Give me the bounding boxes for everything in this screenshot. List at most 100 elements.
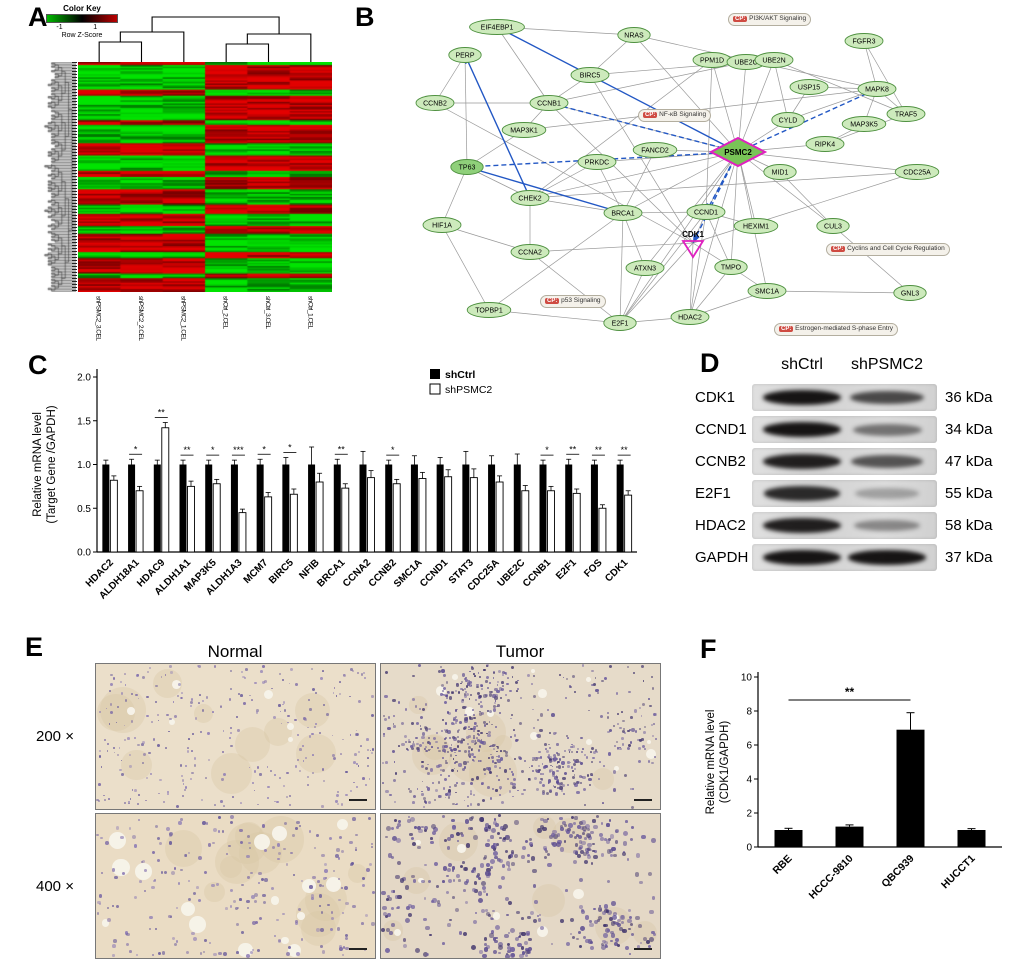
svg-text:CCNB1: CCNB1 [537, 101, 561, 108]
blot-kda-label: 37 kDa [945, 549, 993, 566]
panel-d-westernblot: shCtrl shPSMC2 CDK1 36 kDa CCND1 34 kDa CCNB… [695, 354, 1020, 594]
blot-band [850, 455, 924, 468]
network-node-brca1: BRCA1 [603, 205, 643, 221]
blot-strip [752, 448, 937, 475]
svg-text:GNL3: GNL3 [901, 291, 919, 298]
svg-text:UBE2C: UBE2C [734, 60, 757, 67]
svg-text:RIPK4: RIPK4 [815, 142, 835, 149]
bar-shctrl-CDC25A [488, 464, 496, 552]
blot-band [762, 422, 842, 437]
bar-shctrl-MCM7 [256, 464, 264, 552]
svg-text:HIF1A: HIF1A [432, 223, 452, 230]
svg-text:UBE2N: UBE2N [762, 58, 785, 65]
svg-text:HEXIM1: HEXIM1 [743, 224, 769, 231]
svg-text:**: ** [183, 445, 191, 455]
network-node-prkdc: PRKDC [577, 154, 617, 170]
pathway-label: p53 Signaling [559, 297, 601, 304]
scale-bar [349, 799, 367, 801]
pathway-badge: CP: Cyclins and Cell Cycle Regulation [826, 243, 950, 256]
svg-text:USP15: USP15 [798, 85, 820, 92]
panel-c-label: C [28, 350, 48, 380]
network-node-gnl3: GNL3 [893, 285, 927, 301]
network-node-ccnd1: CCND1 [686, 204, 726, 220]
svg-text:MAP3K5: MAP3K5 [850, 122, 878, 129]
pathway-label: Estrogen-mediated S-phase Entry [793, 325, 894, 332]
svg-text:**: ** [621, 445, 629, 455]
svg-text:CYLD: CYLD [779, 118, 798, 125]
network-node-psmc2: PSMC2 [708, 136, 768, 168]
blot-kda-label: 36 kDa [945, 389, 993, 406]
svg-text:SMC1A: SMC1A [755, 289, 779, 296]
network-node-e2f1: E2F1 [603, 315, 637, 331]
svg-text:**: ** [569, 444, 577, 454]
bar-shpsmc2-HDAC2 [109, 479, 118, 553]
blot-row-hdac2: HDAC2 58 kDa [695, 512, 1020, 540]
blot-gene-label: CCND1 [695, 421, 747, 438]
bar-shpsmc2-CCNB1 [547, 490, 555, 553]
blot-column-shpsmc2: shPSMC2 [850, 356, 924, 373]
svg-text:(Target Gene /GAPDH): (Target Gene /GAPDH) [46, 405, 58, 523]
bar-shctrl-STAT3 [462, 464, 470, 552]
svg-text:CCNB1: CCNB1 [521, 557, 553, 589]
svg-text:8: 8 [746, 707, 752, 718]
svg-text:CCNB2: CCNB2 [423, 101, 447, 108]
svg-text:CUL3: CUL3 [824, 224, 842, 231]
svg-text:shPSMC2: shPSMC2 [445, 384, 492, 396]
sample-label: shCtrl_1.CEL [306, 296, 314, 329]
svg-text:SMC1A: SMC1A [392, 557, 425, 590]
bar-shpsmc2-CCNA2 [367, 477, 375, 553]
svg-text:MAP3K1: MAP3K1 [510, 128, 538, 135]
network-node-hdac2: HDAC2 [670, 309, 710, 325]
bar-HCCC-9810 [835, 826, 864, 847]
svg-text:**: ** [595, 445, 603, 455]
svg-text:CCND1: CCND1 [418, 557, 450, 589]
bar-shpsmc2-CCNB2 [392, 483, 401, 553]
bar-shpsmc2-STAT3 [469, 477, 478, 553]
svg-text:CDK1: CDK1 [603, 557, 630, 584]
network-node-hif1a: HIF1A [422, 217, 462, 233]
bar-shctrl-CCNB1 [539, 464, 547, 552]
ihc-image-tumor-400x [380, 813, 661, 959]
svg-text:*: * [391, 445, 395, 455]
panel-b-network: EIF4EBP1 PERP NRAS PPM1D UBE2C UBE2N FGFR3 USP1… [360, 5, 1020, 350]
svg-text:*: * [545, 445, 549, 455]
svg-text:CDC25A: CDC25A [903, 170, 931, 177]
svg-text:**: ** [338, 444, 346, 454]
blot-column-shctrl: shCtrl [781, 356, 823, 373]
svg-text:TMPO: TMPO [721, 265, 742, 272]
bar-HUCCT1 [957, 830, 986, 847]
svg-text:TRAF5: TRAF5 [895, 112, 917, 119]
network-node-ripk4: RIPK4 [805, 136, 845, 152]
ihc-image-tumor-200x [380, 663, 661, 810]
bar-shctrl-CCNB2 [385, 464, 393, 552]
cp-tag: CP: [733, 16, 748, 22]
bar-shctrl-ALDH1A3 [230, 464, 238, 552]
svg-text:FANCD2: FANCD2 [641, 148, 669, 155]
network-node-eif4ebp1: EIF4EBP1 [469, 19, 525, 35]
sample-label: shCtrl_3.CEL [264, 296, 271, 329]
blot-band [762, 390, 842, 405]
svg-text:**: ** [158, 408, 166, 418]
network-node-ccnb1: CCNB1 [529, 95, 569, 111]
heatmap [78, 62, 332, 292]
network-node-birc5: BIRC5 [570, 67, 610, 83]
blot-row-ccnb2: CCNB2 47 kDa [695, 448, 1020, 476]
pathway-badge: CP: Estrogen-mediated S-phase Entry [774, 323, 899, 336]
blot-strip [752, 416, 937, 443]
network-node-ube2n: UBE2N [754, 52, 794, 68]
ihc-image-normal-400x [95, 813, 376, 959]
network-node-smc1a: SMC1A [747, 283, 787, 299]
network-node-tmpo: TMPO [714, 259, 748, 275]
svg-text:PRKDC: PRKDC [585, 160, 610, 167]
bar-shpsmc2-CCND1 [444, 476, 453, 553]
network-node-traf5: TRAF5 [886, 106, 926, 122]
color-key-gradient [46, 14, 118, 23]
legend-swatch-shctrl [430, 369, 440, 379]
blot-kda-label: 34 kDa [945, 421, 993, 438]
ihc-image-normal-200x [95, 663, 376, 810]
color-key-title: Color Key [63, 4, 101, 13]
network-node-mapk8: MAPK8 [857, 81, 897, 97]
panel-e-label: E [25, 632, 44, 662]
pathway-label: PI3K/AKT Signaling [747, 15, 807, 22]
blot-kda-label: 47 kDa [945, 453, 993, 470]
